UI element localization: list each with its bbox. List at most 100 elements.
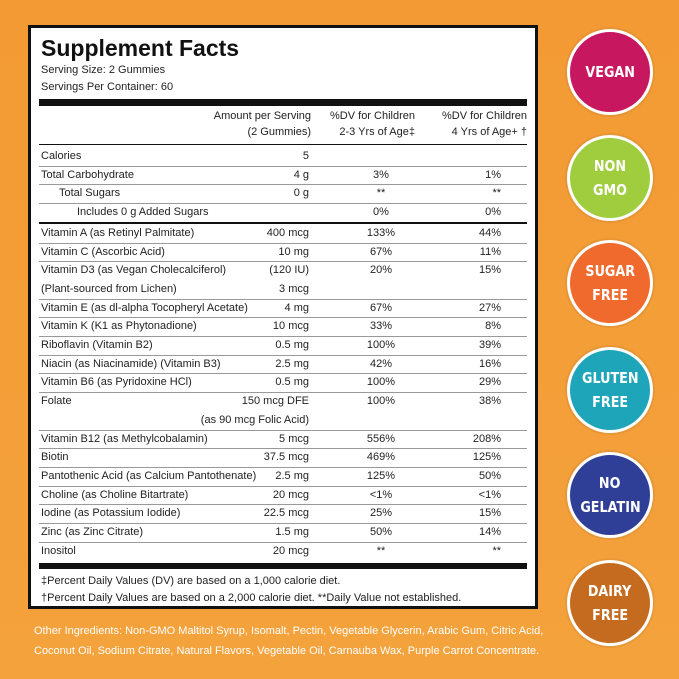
badge-text: DAIRY bbox=[588, 582, 632, 600]
title: Supplement Facts bbox=[41, 35, 240, 61]
amount: (as 90 mcg Folic Acid) bbox=[200, 413, 309, 426]
servings-per-container: Servings Per Container: 60 bbox=[41, 81, 174, 93]
badge-text: SUGAR bbox=[585, 262, 635, 280]
row-rule bbox=[39, 373, 527, 375]
row-rule bbox=[39, 392, 527, 394]
dv-children-2-3: 556% bbox=[366, 432, 396, 445]
dv-children-2-3: 67% bbox=[369, 301, 393, 314]
dv-children-2-3: 25% bbox=[369, 507, 393, 520]
badge: SUGAR FREE bbox=[567, 240, 653, 326]
amount: (120 IU) bbox=[269, 264, 309, 277]
badge: NON GMO bbox=[567, 135, 653, 221]
column-header: %DV for Children bbox=[330, 110, 415, 122]
row-rule bbox=[39, 429, 527, 431]
amount: 2.5 mg bbox=[275, 469, 309, 482]
amount: 4 mg bbox=[284, 301, 309, 314]
dv-children-2-3: ** bbox=[376, 187, 386, 200]
dv-children-2-3: 33% bbox=[369, 320, 393, 333]
nutrient-name: Total Sugars bbox=[59, 187, 121, 200]
row-rule bbox=[39, 448, 527, 450]
nutrient-name: Vitamin B12 (as Methylcobalamin) bbox=[41, 432, 208, 445]
ingredients: Other Ingredients: Non-GMO Maltitol Syru… bbox=[34, 625, 544, 637]
column-header: %DV for Children bbox=[442, 110, 527, 122]
nutrient-name: Vitamin B6 (as Pyridoxine HCl) bbox=[41, 376, 192, 389]
thick-rule bbox=[39, 563, 527, 570]
dv-children-4: 16% bbox=[478, 357, 501, 370]
amount: 37.5 mcg bbox=[263, 451, 309, 464]
dv-children-2-3: 42% bbox=[369, 357, 393, 370]
dv-children-2-3: 3% bbox=[373, 168, 389, 181]
dv-children-4: 39% bbox=[478, 339, 501, 351]
serving-size: Serving Size: 2 Gummies bbox=[41, 64, 166, 76]
badge-text: NON bbox=[593, 157, 627, 175]
badge-text: FREE bbox=[592, 606, 628, 624]
column-header: 4 Yrs of Age+ † bbox=[451, 126, 527, 138]
badge-text: GELATIN bbox=[579, 498, 641, 516]
dv-children-4: 44% bbox=[478, 226, 501, 239]
nutrient-name: Vitamin D3 (as Vegan Cholecalciferol) bbox=[41, 264, 227, 277]
footnote: †Percent Daily Values are based on a 2,0… bbox=[41, 592, 462, 605]
nutrient-name: Zinc (as Zinc Citrate) bbox=[41, 526, 144, 538]
row-rule bbox=[39, 504, 527, 506]
footnote: ‡Percent Daily Values (DV) are based on … bbox=[41, 575, 341, 588]
amount: 20 mcg bbox=[272, 544, 309, 557]
row-rule bbox=[39, 466, 527, 468]
nutrient-name: Folate bbox=[41, 395, 72, 408]
row-rule bbox=[39, 203, 527, 205]
nutrient-name: Total Carbohydrate bbox=[41, 168, 134, 181]
nutrient-name: Calories bbox=[41, 150, 82, 162]
dv-children-4: 29% bbox=[478, 376, 501, 389]
dv-children-2-3: 125% bbox=[366, 469, 396, 482]
section-rule bbox=[39, 221, 527, 224]
dv-children-2-3: 100% bbox=[366, 376, 396, 389]
dv-children-4: 50% bbox=[478, 469, 501, 482]
nutrient-name: Vitamin E (as dl-alpha Tocopheryl Acetat… bbox=[41, 301, 248, 314]
amount: 5 bbox=[302, 150, 309, 162]
dv-children-2-3: 20% bbox=[369, 264, 393, 277]
dv-children-4: ** bbox=[492, 187, 501, 200]
amount: 0 g bbox=[293, 187, 309, 200]
dv-children-4: 15% bbox=[478, 264, 501, 277]
column-header: 2-3 Yrs of Age‡ bbox=[339, 126, 415, 138]
dv-children-2-3: 0% bbox=[373, 206, 389, 219]
nutrient-name: Iodine (as Potassium Iodide) bbox=[41, 507, 181, 520]
dv-children-4: 125% bbox=[472, 451, 501, 464]
nutrient-name: (Plant-sourced from Lichen) bbox=[41, 282, 177, 295]
amount: 0.5 mg bbox=[275, 339, 309, 351]
amount: 150 mcg DFE bbox=[241, 395, 309, 408]
badge-text: VEGAN bbox=[585, 63, 635, 81]
amount: 5 mcg bbox=[279, 432, 309, 445]
badge-text: GLUTEN bbox=[581, 369, 639, 387]
dv-children-2-3: <1% bbox=[369, 488, 393, 501]
row-rule bbox=[39, 298, 527, 300]
amount: 20 mcg bbox=[272, 488, 309, 501]
amount: 2.5 mg bbox=[275, 357, 309, 370]
badge-text: FREE bbox=[592, 286, 628, 304]
nutrient-name: Inositol bbox=[41, 544, 76, 557]
amount: 10 mcg bbox=[272, 320, 309, 333]
column-header: (2 Gummies) bbox=[247, 126, 311, 138]
thick-rule bbox=[39, 99, 527, 106]
dv-children-4: 27% bbox=[478, 301, 501, 314]
dv-children-4: <1% bbox=[478, 488, 501, 501]
ingredients: Coconut Oil, Sodium Citrate, Natural Fla… bbox=[34, 645, 540, 657]
row-rule bbox=[39, 242, 527, 244]
nutrient-name: Choline (as Choline Bitartrate) bbox=[41, 488, 189, 501]
amount: 22.5 mcg bbox=[263, 507, 309, 520]
badge: NO GELATIN bbox=[567, 452, 653, 538]
badge: GLUTEN FREE bbox=[567, 347, 653, 433]
nutrient-name: Vitamin K (K1 as Phytonadione) bbox=[41, 320, 197, 333]
nutrient-name: Vitamin A (as Retinyl Palmitate) bbox=[41, 226, 195, 239]
dv-children-4: ** bbox=[492, 544, 501, 557]
badge-text: NO bbox=[599, 474, 621, 492]
dv-children-2-3: 50% bbox=[369, 526, 393, 538]
dv-children-4: 0% bbox=[485, 206, 501, 219]
amount: 10 mg bbox=[278, 245, 309, 258]
column-header: Amount per Serving bbox=[213, 110, 311, 122]
nutrient-name: Vitamin C (Ascorbic Acid) bbox=[41, 245, 165, 258]
dv-children-4: 11% bbox=[479, 245, 501, 258]
row-rule bbox=[39, 523, 527, 524]
dv-children-2-3: 469% bbox=[366, 451, 396, 464]
dv-children-4: 1% bbox=[485, 168, 501, 181]
